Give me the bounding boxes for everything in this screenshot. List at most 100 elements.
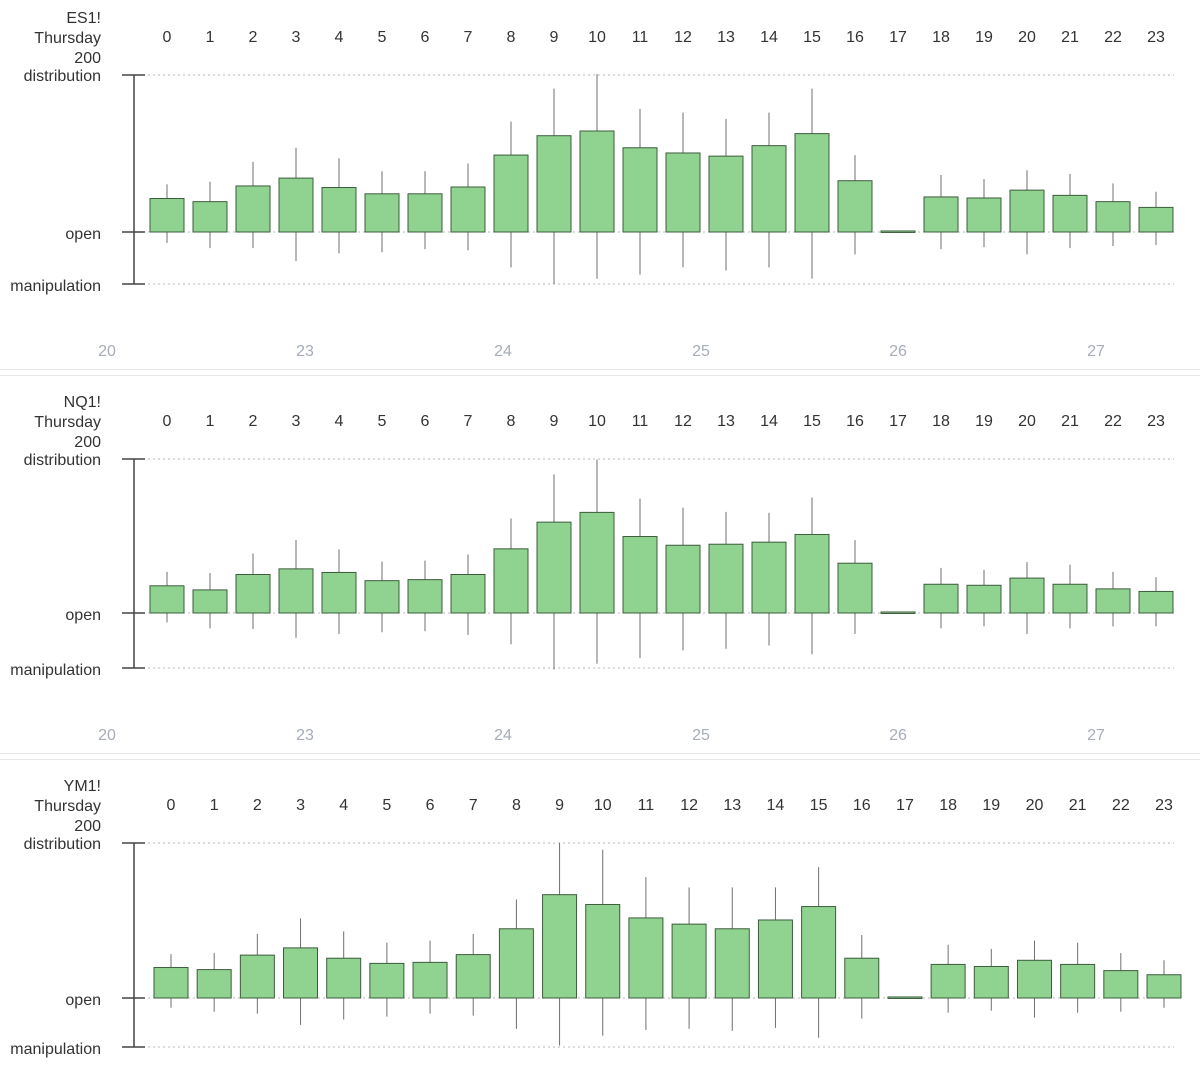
hour-label: 7	[464, 29, 473, 46]
hour-label: 19	[975, 29, 993, 46]
candle-body	[665, 152, 701, 233]
y-tick-label-open: open	[65, 226, 101, 243]
hour-label: 0	[163, 29, 172, 46]
hour-label: 19	[975, 413, 993, 430]
hour-label: 5	[378, 29, 387, 46]
hour-label: 7	[464, 413, 473, 430]
hour-label: 18	[939, 797, 957, 814]
date-tick-label: 20	[98, 727, 116, 744]
candle-body	[536, 135, 572, 233]
candle-body	[794, 533, 830, 614]
hour-label: 19	[982, 797, 1000, 814]
hour-label: 22	[1104, 29, 1122, 46]
hour-label: 16	[846, 29, 864, 46]
date-tick-label: 23	[296, 343, 314, 360]
candle-body	[628, 917, 664, 999]
hour-label: 0	[163, 413, 172, 430]
hour-label: 15	[803, 413, 821, 430]
candle-body	[665, 544, 701, 614]
hour-label: 11	[632, 413, 649, 430]
hour-label: 7	[469, 797, 478, 814]
chart-title-line: ES1!	[66, 10, 101, 27]
candle-body	[837, 180, 873, 233]
hour-label: 6	[421, 29, 430, 46]
hour-label: 12	[674, 29, 692, 46]
candle-body	[149, 198, 185, 233]
hour-label: 21	[1061, 29, 1079, 46]
hour-label: 13	[717, 413, 735, 430]
chart-panel-es1: ES1! Thursday 200 distribution open manipulat…	[0, 0, 1200, 368]
candle-body	[887, 996, 923, 999]
candle-body	[844, 957, 880, 999]
y-tick-label-manipulation: manipulation	[10, 1041, 101, 1058]
hour-label: 1	[206, 29, 215, 46]
candle-body	[196, 969, 232, 999]
hour-label: 0	[167, 797, 176, 814]
hour-label: 2	[249, 413, 258, 430]
panel-divider	[0, 759, 1200, 760]
candle-body	[1060, 963, 1096, 999]
chart-panel-ym1: YM1! Thursday 200 distribution open manipulat…	[0, 768, 1200, 1072]
candle-body	[498, 928, 534, 999]
candle-body	[364, 580, 400, 614]
hour-label: 10	[588, 413, 606, 430]
candle-body	[1095, 588, 1131, 614]
candle-body	[794, 133, 830, 233]
date-tick-label: 25	[692, 727, 710, 744]
chart-panel-nq1: NQ1! Thursday 200 distribution open manipulat…	[0, 384, 1200, 752]
candle-body	[801, 906, 837, 999]
hour-label: 20	[1026, 797, 1044, 814]
candle-body	[1103, 970, 1139, 999]
candle-body	[579, 511, 615, 614]
candle-body	[579, 130, 615, 233]
candle-body	[1052, 583, 1088, 614]
hour-label: 5	[378, 413, 387, 430]
hour-label: 10	[594, 797, 612, 814]
nq1-candlestick-chart: NQ1!Thursday200distributionopenmanipulat…	[10, 394, 1174, 744]
hour-label: 5	[382, 797, 391, 814]
y-tick-label-manipulation: manipulation	[10, 278, 101, 295]
date-tick-label: 23	[296, 727, 314, 744]
hour-label: 12	[680, 797, 698, 814]
candle-body	[973, 965, 1009, 999]
hour-label: 18	[932, 413, 950, 430]
chart-title-line: Thursday	[34, 30, 101, 47]
date-tick-label: 27	[1087, 727, 1105, 744]
candle-body	[493, 548, 529, 614]
hour-label: 1	[210, 797, 219, 814]
candle-body	[364, 193, 400, 233]
hour-label: 14	[760, 29, 778, 46]
candle-body	[407, 193, 443, 233]
candle-body	[1009, 189, 1045, 233]
hour-label: 22	[1104, 413, 1122, 430]
candle-body	[542, 894, 578, 999]
hour-label: 9	[550, 29, 559, 46]
hour-label: 16	[853, 797, 871, 814]
hour-label: 8	[507, 413, 516, 430]
y-tick-label-manipulation: manipulation	[10, 662, 101, 679]
hour-label: 4	[335, 413, 344, 430]
chart-title-line: 200	[74, 434, 101, 451]
candle-body	[966, 584, 1002, 614]
candle-body	[278, 568, 314, 614]
y-tick-label-open: open	[65, 992, 101, 1009]
chart-title-line: 200	[74, 818, 101, 835]
hour-label: 11	[632, 29, 649, 46]
hour-label: 9	[550, 413, 559, 430]
candle-body	[751, 541, 787, 614]
candle-body	[880, 611, 916, 614]
candle-body	[1052, 194, 1088, 233]
hour-label: 4	[335, 29, 344, 46]
y-tick-label-distribution: distribution	[24, 68, 101, 85]
candle-body	[622, 536, 658, 614]
hour-label: 14	[767, 797, 785, 814]
hour-label: 3	[296, 797, 305, 814]
candle-body	[837, 562, 873, 614]
candle-body	[714, 928, 750, 999]
candle-body	[751, 145, 787, 233]
hour-label: 4	[339, 797, 348, 814]
hour-label: 8	[512, 797, 521, 814]
candle-body	[536, 521, 572, 614]
candle-body	[1016, 959, 1052, 999]
date-tick-label: 26	[889, 727, 907, 744]
